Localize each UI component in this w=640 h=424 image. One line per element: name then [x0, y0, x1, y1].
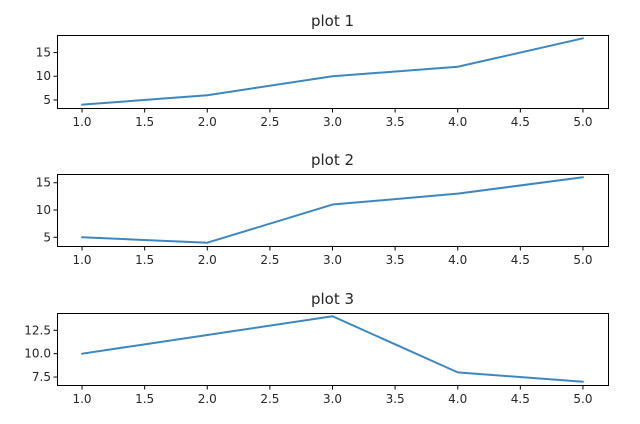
- x-tick-label: 3.0: [323, 115, 342, 129]
- x-tick-label: 1.5: [135, 115, 154, 129]
- x-tick-label: 5.0: [573, 392, 592, 406]
- series-line: [81, 315, 584, 383]
- x-tick-label: 3.0: [323, 253, 342, 267]
- x-tick-label: 2.5: [260, 392, 279, 406]
- x-tick-label: 2.0: [198, 253, 217, 267]
- series-line: [81, 37, 584, 106]
- x-tick-label: 1.0: [72, 392, 91, 406]
- y-tick-label: 5: [43, 93, 51, 107]
- x-tick-label: 2.5: [260, 253, 279, 267]
- x-tick-label: 4.5: [511, 253, 530, 267]
- x-tick-label: 4.5: [511, 392, 530, 406]
- x-tick-label: 3.5: [386, 115, 405, 129]
- x-tick-label: 5.0: [573, 253, 592, 267]
- axes-frame: [57, 313, 609, 386]
- x-tick-label: 3.0: [323, 392, 342, 406]
- subplot-title: plot 2: [311, 151, 354, 169]
- x-tick-label: 1.5: [135, 253, 154, 267]
- y-tick-label: 10: [36, 203, 51, 217]
- x-tick-label: 1.5: [135, 392, 154, 406]
- x-tick-label: 4.5: [511, 115, 530, 129]
- subplot-title: plot 3: [311, 290, 354, 308]
- y-tick-label: 15: [36, 46, 51, 60]
- axes-frame: [57, 35, 609, 109]
- x-tick-label: 5.0: [573, 115, 592, 129]
- subplot-2: plot 2 1.0 1.5 2.0 2.5 3.0 3.5 4.0 4.5 5.0 5 10 15: [36, 151, 609, 267]
- x-tick-label: 1.0: [72, 115, 91, 129]
- y-tick-label: 5: [43, 230, 51, 244]
- y-tick-label: 15: [36, 176, 51, 190]
- y-tick-label: 10.0: [24, 347, 51, 361]
- subplot-3: plot 3 1.0 1.5 2.0 2.5 3.0 3.5 4.0 4.5 5.0 7.5 10.0…: [24, 290, 609, 406]
- y-tick-label: 12.5: [24, 323, 51, 337]
- y-tick-label: 7.5: [32, 370, 51, 384]
- x-tick-label: 2.5: [260, 115, 279, 129]
- y-tick-label: 10: [36, 69, 51, 83]
- x-tick-label: 3.5: [386, 392, 405, 406]
- x-tick-label: 4.0: [448, 115, 467, 129]
- x-tick-label: 3.5: [386, 253, 405, 267]
- x-tick-label: 4.0: [448, 253, 467, 267]
- x-tick-label: 4.0: [448, 392, 467, 406]
- subplot-title: plot 1: [311, 12, 354, 30]
- series-line: [81, 176, 584, 244]
- x-tick-label: 1.0: [72, 253, 91, 267]
- x-tick-label: 2.0: [198, 392, 217, 406]
- x-tick-label: 2.0: [198, 115, 217, 129]
- subplot-1: plot 1 1.0 1.5 2.0 2.5 3.0 3.5 4.0 4.5 5.0 5 10 15: [36, 12, 609, 129]
